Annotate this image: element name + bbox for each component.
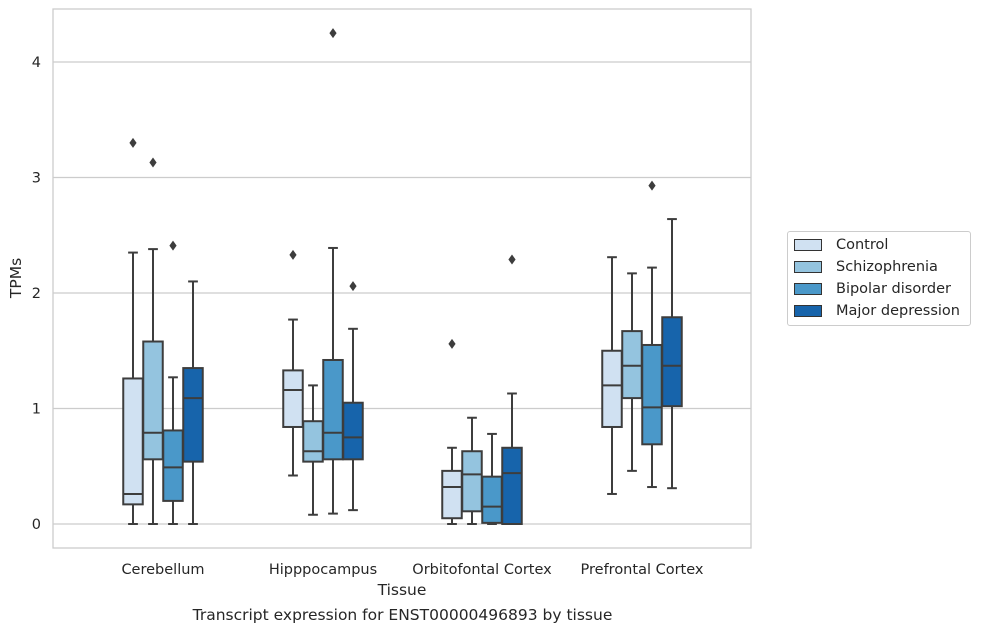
outlier-point-0 bbox=[448, 338, 456, 349]
y-tick-labels: 0 1 2 3 4 bbox=[32, 55, 41, 533]
legend-item-bipolar-disorder: Bipolar disorder bbox=[794, 279, 951, 299]
plot-background bbox=[53, 9, 751, 548]
x-axis-label: Tissue bbox=[377, 581, 427, 599]
y-tick-label-0: 0 bbox=[32, 517, 41, 533]
box-0-3 bbox=[601, 256, 623, 495]
y-tick-label-1: 1 bbox=[32, 402, 41, 418]
box-body bbox=[661, 316, 683, 408]
outlier-point-0 bbox=[349, 281, 357, 292]
box-0-1 bbox=[282, 249, 304, 477]
box-body bbox=[501, 446, 523, 525]
box-body bbox=[182, 367, 204, 463]
box-body bbox=[441, 469, 463, 520]
legend-item-major-depression: Major depression bbox=[794, 301, 960, 321]
chart-title: Transcript expression for ENST0000049689… bbox=[192, 606, 613, 624]
x-tick-label-2: Orbitofontal Cortex bbox=[412, 562, 552, 578]
legend-label-bipolar-disorder: Bipolar disorder bbox=[836, 281, 951, 297]
box-body bbox=[621, 330, 643, 400]
box-body bbox=[282, 369, 304, 428]
legend-swatch-schizophrenia bbox=[794, 261, 822, 273]
box-0-0 bbox=[122, 137, 144, 525]
legend-label-control: Control bbox=[836, 237, 889, 253]
box-body bbox=[461, 450, 483, 513]
outlier-point-0 bbox=[289, 249, 297, 260]
box-body bbox=[641, 343, 663, 446]
outlier-point-0 bbox=[169, 240, 177, 251]
x-tick-label-0: Cerebellum bbox=[121, 562, 204, 578]
box-body bbox=[342, 401, 364, 461]
y-axis-label: TPMs bbox=[7, 258, 25, 299]
y-tick-label-4: 4 bbox=[32, 55, 41, 71]
box-plot-boxes bbox=[122, 28, 683, 525]
box-3-3 bbox=[661, 218, 683, 490]
box-3-0 bbox=[182, 280, 204, 525]
box-body bbox=[481, 475, 503, 524]
box-body bbox=[142, 340, 164, 461]
x-tick-labels: Cerebellum Hipppocampus Orbitofontal Corte… bbox=[121, 562, 703, 578]
outlier-point-0 bbox=[129, 137, 137, 148]
legend: Control Schizophrenia Bipolar disorder M… bbox=[787, 231, 971, 326]
y-tick-label-3: 3 bbox=[32, 171, 41, 187]
box-body bbox=[302, 420, 324, 463]
box-body bbox=[162, 429, 184, 502]
box-1-0 bbox=[142, 157, 164, 525]
legend-label-schizophrenia: Schizophrenia bbox=[836, 259, 938, 275]
x-tick-label-3: Prefrontal Cortex bbox=[581, 562, 704, 578]
x-tick-label-1: Hipppocampus bbox=[269, 562, 377, 578]
outlier-point-0 bbox=[329, 28, 337, 39]
box-2-0 bbox=[162, 240, 184, 525]
legend-swatch-control bbox=[794, 239, 822, 251]
plot-frame bbox=[52, 8, 752, 549]
legend-label-major-depression: Major depression bbox=[836, 303, 960, 319]
legend-item-schizophrenia: Schizophrenia bbox=[794, 257, 938, 277]
outlier-point-0 bbox=[508, 254, 516, 265]
box-3-2 bbox=[501, 254, 523, 525]
legend-item-control: Control bbox=[794, 235, 888, 255]
legend-swatch-bipolar-disorder bbox=[794, 283, 822, 295]
box-body bbox=[601, 349, 623, 428]
outlier-point-0 bbox=[149, 157, 157, 168]
legend-swatch-major-depression bbox=[794, 305, 822, 317]
box-1-1 bbox=[302, 384, 324, 516]
outlier-point-0 bbox=[648, 180, 656, 191]
box-body bbox=[122, 377, 144, 506]
box-body bbox=[322, 358, 344, 461]
box-3-1 bbox=[342, 281, 364, 512]
y-tick-label-2: 2 bbox=[32, 286, 41, 302]
